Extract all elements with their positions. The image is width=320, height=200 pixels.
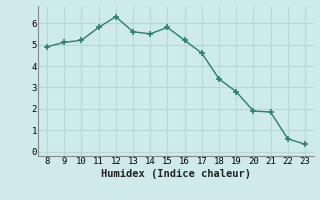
X-axis label: Humidex (Indice chaleur): Humidex (Indice chaleur) — [101, 169, 251, 179]
